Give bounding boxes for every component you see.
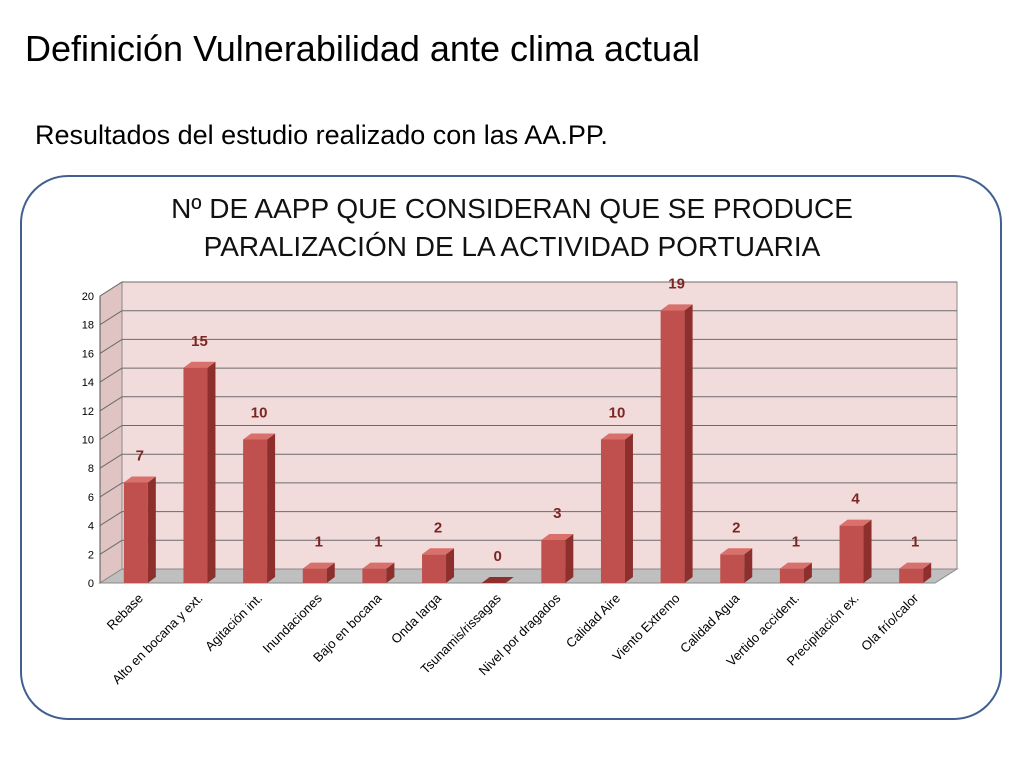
data-label: 0 (494, 548, 502, 565)
y-tick-label: 8 (88, 463, 94, 475)
y-tick-label: 18 (82, 320, 94, 332)
bar-side (803, 562, 812, 583)
bar-side (624, 433, 633, 583)
gridline-side (99, 511, 123, 527)
data-label: 1 (315, 534, 323, 551)
bar-side (863, 519, 872, 583)
bar (302, 568, 327, 583)
data-label: 1 (792, 534, 800, 551)
bar (899, 568, 924, 583)
data-label: 4 (851, 491, 860, 508)
y-tick-label: 6 (88, 492, 94, 504)
x-tick-label: Calidad Agua (677, 590, 743, 656)
bar-side (386, 562, 395, 583)
y-tick-label: 12 (82, 406, 94, 418)
data-label: 2 (434, 519, 442, 536)
bar-top (600, 433, 633, 440)
bar-side (446, 548, 455, 583)
bar-side (207, 361, 216, 583)
y-tick-label: 2 (88, 549, 94, 561)
slide-title: Definición Vulnerabilidad ante clima act… (25, 28, 701, 69)
bar-top (362, 562, 395, 569)
bar-top (481, 577, 514, 583)
chart-title-line-2: PARALIZACIÓN DE LA ACTIVIDAD PORTUARIA (203, 231, 821, 262)
bar (660, 310, 685, 583)
bar (600, 439, 625, 583)
bar-side (326, 562, 335, 583)
gridline-side (99, 396, 123, 412)
chart-title-line-1: Nº DE AAPP QUE CONSIDERAN QUE SE PRODUCE (171, 193, 853, 224)
bar-top (183, 361, 216, 368)
bar (183, 367, 208, 583)
data-label: 2 (732, 519, 740, 536)
bar-side (565, 533, 574, 583)
slide-subtitle: Resultados del estudio realizado con las… (35, 120, 608, 150)
bar-top (243, 433, 276, 440)
bar-side (923, 562, 932, 583)
x-tick-label: Calidad Aire (563, 591, 623, 651)
data-label: 15 (191, 333, 208, 350)
y-tick-label: 20 (82, 291, 94, 303)
bar-side (744, 548, 753, 583)
x-tick-label: Rebase (104, 591, 146, 633)
chart-title: Nº DE AAPP QUE CONSIDERAN QUE SE PRODUCE… (0, 190, 1024, 266)
y-tick-label: 16 (82, 348, 94, 360)
bar-top (720, 548, 753, 555)
y-tick-label: 0 (88, 578, 94, 590)
y-tick-label: 14 (82, 377, 94, 389)
gridline-side (99, 453, 123, 469)
data-label: 1 (911, 534, 919, 551)
bar-top (839, 519, 872, 526)
gridline-side (99, 281, 123, 297)
gridline-side (99, 338, 123, 354)
bar-top (422, 548, 455, 555)
bar-top (302, 562, 335, 569)
bar (720, 554, 745, 583)
bar-side (267, 433, 276, 583)
bar (541, 539, 566, 583)
data-label: 1 (374, 534, 382, 551)
bar-top (541, 533, 574, 540)
x-tick-label: Onda larga (388, 590, 445, 647)
data-label: 19 (668, 275, 685, 292)
bar (839, 525, 864, 583)
data-label: 10 (609, 405, 626, 422)
x-tick-label: Ola frío/calor (858, 590, 922, 654)
bar-top (779, 562, 812, 569)
gridline-side (99, 539, 123, 555)
x-tick-label: Inundaciones (260, 590, 326, 656)
bar-side (147, 476, 156, 583)
gridline-side (99, 310, 123, 326)
bar (123, 482, 148, 583)
bar-top (660, 304, 693, 311)
y-tick-label: 10 (82, 435, 94, 447)
x-tick-label: Agitación int. (202, 591, 265, 654)
gridline-side (99, 425, 123, 440)
data-label: 3 (553, 505, 561, 522)
y-tick-label: 4 (88, 521, 94, 533)
data-label: 10 (251, 405, 268, 422)
bar-side (684, 304, 693, 583)
bar-top (123, 476, 156, 483)
chart-floor (98, 568, 959, 584)
bar-top (899, 562, 932, 569)
bar (362, 568, 387, 583)
bar (422, 554, 447, 583)
bar (243, 439, 268, 583)
bar (779, 568, 804, 583)
data-label: 7 (136, 448, 144, 465)
gridline-side (99, 367, 123, 383)
gridline-side (99, 482, 123, 498)
